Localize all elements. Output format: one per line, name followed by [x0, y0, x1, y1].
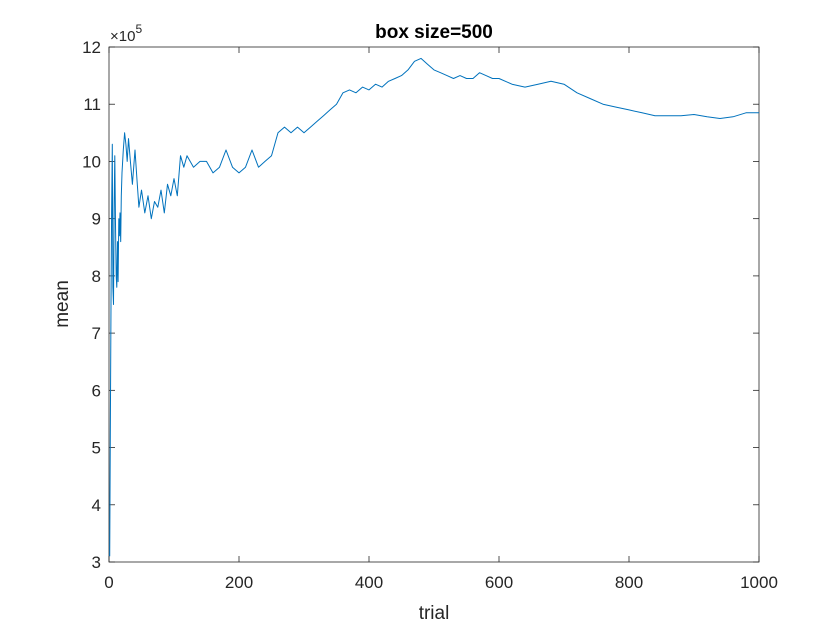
x-tick-label: 800 [615, 573, 643, 592]
y-tick-label: 12 [82, 38, 101, 57]
y-exponent-power: 5 [135, 22, 142, 36]
x-tick-label: 400 [355, 573, 383, 592]
y-tick-label: 11 [83, 95, 101, 114]
y-tick-label: 10 [82, 152, 101, 171]
y-tick-label: 3 [92, 553, 101, 572]
y-exponent-label: ×105 [110, 22, 142, 45]
y-tick-label: 6 [92, 381, 101, 400]
y-exponent-base: ×10 [110, 28, 135, 45]
x-tick-label: 1000 [740, 573, 778, 592]
x-tick-label: 200 [225, 573, 253, 592]
axes-box [108, 46, 760, 563]
x-tick-label: 0 [104, 573, 113, 592]
y-tick-label: 9 [92, 210, 101, 229]
chart-title: box size=500 [375, 22, 493, 43]
y-tick-label: 7 [92, 324, 101, 343]
y-tick-label: 4 [92, 496, 101, 515]
series-line [109, 57, 759, 557]
y-tick-label: 5 [92, 439, 101, 458]
x-tick-label: 600 [485, 573, 513, 592]
y-tick-label: 8 [92, 267, 101, 286]
axis-tick-labels: 0 200 400 600 800 1000 3 4 5 6 7 8 9 10 11 12 [82, 38, 778, 592]
y-axis-label: mean [52, 280, 73, 328]
x-axis-label: trial [419, 603, 450, 624]
